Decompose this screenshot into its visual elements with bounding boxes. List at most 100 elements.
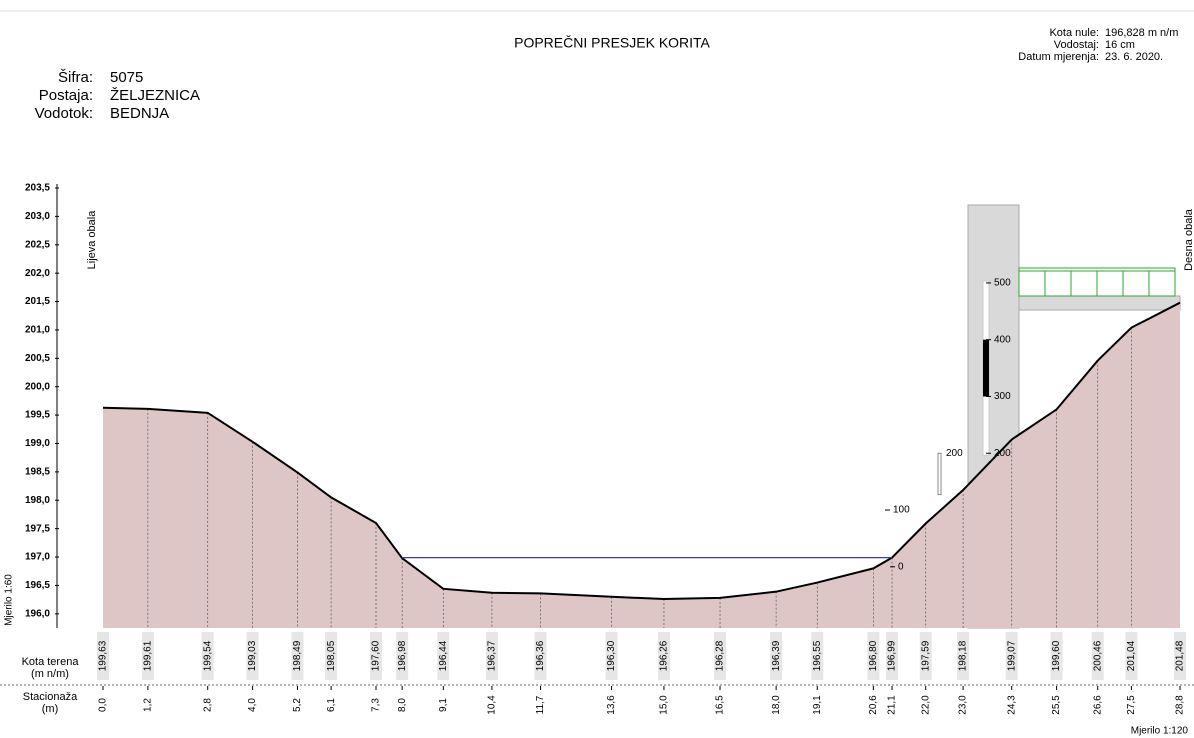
elevation-label: 196,99 <box>887 640 898 671</box>
y-tick-label: 200,5 <box>25 353 50 364</box>
gauge-label: 100 <box>893 505 910 516</box>
label-box <box>1125 632 1138 680</box>
station-label: 26,6 <box>1092 695 1103 715</box>
label-box <box>1091 632 1104 680</box>
elevation-label: 198,05 <box>326 640 337 671</box>
gauge-label: 0 <box>898 561 904 572</box>
y-tick-label: 198,5 <box>25 467 50 478</box>
station-label: 10,4 <box>487 695 498 715</box>
station-label: 13,6 <box>606 695 617 715</box>
scale-label: Mjerilo 1:60 <box>4 574 15 626</box>
elevation-label: 196,36 <box>535 640 546 671</box>
gauge-label: 200 <box>994 448 1011 459</box>
label-box <box>811 632 824 680</box>
label-box <box>657 632 670 680</box>
y-tick-label: 197,0 <box>25 552 50 563</box>
station-label: 6,1 <box>326 698 337 712</box>
terrain-line <box>102 301 1181 601</box>
header-label: Datum mjerenja: <box>1018 51 1099 63</box>
station-label: 23,0 <box>958 695 969 715</box>
station-label: 28,8 <box>1175 695 1186 715</box>
elevation-label: 198,18 <box>958 640 969 671</box>
label-box <box>534 632 547 680</box>
elevation-label: 196,30 <box>606 640 617 671</box>
station-label: 27,5 <box>1126 695 1137 715</box>
bank-label: Lijeva obala <box>86 210 98 270</box>
header-label: Vodostaj: <box>1054 39 1099 51</box>
label-box <box>437 632 450 680</box>
elevation-label: 199,54 <box>202 640 213 671</box>
gauge-label: 400 <box>994 334 1011 345</box>
label-box <box>957 632 970 680</box>
station-label: 25,5 <box>1051 695 1062 715</box>
station-label: 7,3 <box>371 698 382 712</box>
label-box <box>1050 632 1063 680</box>
label-box <box>97 632 109 680</box>
label-box <box>919 632 932 680</box>
elevation-label: 197,60 <box>371 640 382 671</box>
label-box <box>201 632 214 680</box>
station-label: 15,0 <box>659 695 670 715</box>
gauge-label: 500 <box>994 278 1011 289</box>
y-tick-label: 202,0 <box>25 268 50 279</box>
station-label: 16,5 <box>715 695 726 715</box>
info-label: Postaja: <box>39 87 93 104</box>
y-tick-label: 203,0 <box>25 211 50 222</box>
header-label: Kota nule: <box>1049 27 1099 39</box>
label-box <box>246 632 259 680</box>
elevation-label: 196,44 <box>438 640 449 671</box>
header-value: 196,828 m n/m <box>1105 27 1178 39</box>
y-tick-label: 202,5 <box>25 239 50 250</box>
label-box <box>325 632 338 680</box>
elevation-label: 201,04 <box>1126 640 1137 671</box>
info-value: BEDNJA <box>110 105 169 122</box>
info-label: Vodotok: <box>35 105 93 122</box>
elevation-label: 199,60 <box>1051 640 1062 671</box>
gauge-label: 300 <box>994 391 1011 402</box>
label-box <box>141 632 154 680</box>
elevation-label: 196,28 <box>715 640 726 671</box>
station-label: 2,8 <box>202 698 213 712</box>
station-label: 9,1 <box>438 698 449 712</box>
y-tick-label: 203,5 <box>25 183 50 194</box>
y-tick-label: 200,0 <box>25 381 50 392</box>
elevation-label: 196,55 <box>812 640 823 671</box>
label-box <box>1005 632 1018 680</box>
info-value: 5075 <box>110 69 143 86</box>
station-label: 18,0 <box>771 695 782 715</box>
station-label: 8,0 <box>397 698 408 712</box>
header-value: 23. 6. 2020. <box>1105 51 1163 63</box>
y-tick-label: 201,0 <box>25 325 50 336</box>
station-label: 19,1 <box>812 695 823 715</box>
elevation-label: 199,03 <box>247 640 258 671</box>
label-box <box>770 632 783 680</box>
label-box <box>714 632 727 680</box>
gauge-band <box>983 339 989 397</box>
elevation-label: 201,48 <box>1175 640 1186 671</box>
label-box <box>291 632 304 680</box>
bridge-deck <box>1018 295 1181 311</box>
label-box <box>369 632 382 680</box>
railing <box>1018 267 1176 297</box>
station-label: 11,7 <box>535 695 546 714</box>
elevation-label: 198,49 <box>292 640 303 671</box>
label-box <box>886 632 899 680</box>
y-tick-label: 197,5 <box>25 523 50 534</box>
station-label: 22,0 <box>920 695 931 715</box>
y-tick-label: 198,0 <box>25 495 50 506</box>
info-value: ŽELJEZNICA <box>110 87 200 104</box>
elevation-label: 197,59 <box>920 640 931 671</box>
gauge-label: 200 <box>946 448 963 459</box>
y-tick-label: 196,5 <box>25 580 50 591</box>
station-label: 24,3 <box>1006 695 1017 715</box>
elevation-label: 196,98 <box>397 640 408 671</box>
station-label: 4,0 <box>247 698 258 712</box>
y-tick-label: 199,0 <box>25 438 50 449</box>
elevation-label: 199,07 <box>1006 640 1017 671</box>
elevation-label: 196,39 <box>771 640 782 671</box>
label-box <box>396 632 409 680</box>
scale-label: Mjerilo 1:120 <box>1131 726 1189 737</box>
elevation-label: 196,26 <box>659 640 670 671</box>
y-tick-label: 196,0 <box>25 608 50 619</box>
label-box <box>605 632 618 680</box>
